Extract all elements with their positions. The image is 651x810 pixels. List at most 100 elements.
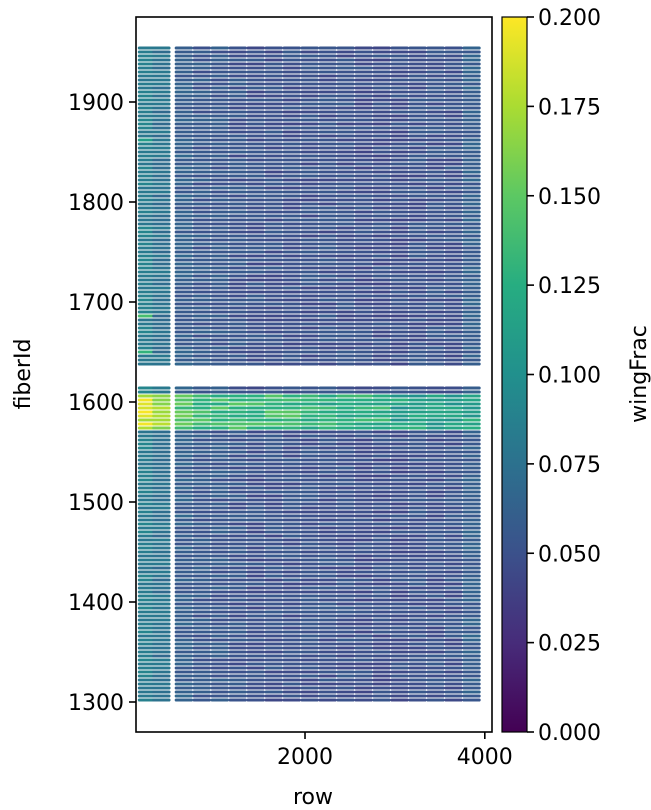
heatmap-cell <box>426 130 445 134</box>
heatmap-cell <box>137 222 157 226</box>
heatmap-cell <box>372 602 391 606</box>
heatmap-cell <box>192 134 212 138</box>
heatmap-cell <box>282 490 301 494</box>
heatmap-cell <box>318 458 337 462</box>
heatmap-cell <box>300 334 319 338</box>
heatmap-cell <box>192 362 212 366</box>
heatmap-cell <box>390 54 409 58</box>
heatmap-cell <box>390 266 409 270</box>
heatmap-cell <box>390 206 409 210</box>
heatmap-cell <box>228 210 247 214</box>
heatmap-cell <box>462 234 481 238</box>
heatmap-cell <box>336 406 355 410</box>
heatmap-cell <box>372 150 391 154</box>
heatmap-cell <box>426 198 445 202</box>
heatmap-cell <box>408 158 427 162</box>
heatmap-cell <box>336 322 355 326</box>
heatmap-cell <box>152 622 171 626</box>
heatmap-cell <box>426 358 445 362</box>
heatmap-cell <box>152 506 171 510</box>
heatmap-cell <box>354 654 373 658</box>
heatmap-cell <box>152 94 171 98</box>
heatmap-cell <box>264 502 283 506</box>
heatmap-cell <box>318 622 337 626</box>
heatmap-cell <box>282 614 301 618</box>
heatmap-cell <box>282 310 301 314</box>
heatmap-cell <box>282 618 301 622</box>
heatmap-cell <box>210 410 229 414</box>
heatmap-cell <box>372 698 391 702</box>
heatmap-cell <box>174 306 194 310</box>
heatmap-cell <box>408 626 427 630</box>
heatmap-cell <box>318 138 337 142</box>
heatmap-cell <box>300 686 319 690</box>
heatmap-cell <box>282 90 301 94</box>
heatmap-cell <box>354 198 373 202</box>
heatmap-cell <box>246 538 265 542</box>
heatmap-cell <box>426 166 445 170</box>
heatmap-cell <box>336 562 355 566</box>
heatmap-cell <box>390 462 409 466</box>
heatmap-cell <box>372 342 391 346</box>
heatmap-cell <box>192 62 212 66</box>
heatmap-cell <box>300 414 319 418</box>
heatmap-cell <box>354 674 373 678</box>
heatmap-cell <box>372 430 391 434</box>
heatmap-cell <box>462 638 481 642</box>
heatmap-cell <box>462 162 481 166</box>
heatmap-cell <box>174 238 194 242</box>
heatmap-cell <box>444 422 463 426</box>
heatmap-cell <box>444 658 463 662</box>
heatmap-cell <box>390 178 409 182</box>
heatmap-cell <box>336 146 355 150</box>
heatmap-cell <box>408 602 427 606</box>
heatmap-cell <box>174 394 194 398</box>
heatmap-cell <box>390 230 409 234</box>
heatmap-cell <box>228 186 247 190</box>
heatmap-cell <box>444 182 463 186</box>
heatmap-cell <box>462 618 481 622</box>
heatmap-cell <box>174 506 194 510</box>
heatmap-cell <box>210 130 229 134</box>
heatmap-cell <box>137 142 157 146</box>
heatmap-cell <box>300 622 319 626</box>
heatmap-cell <box>300 530 319 534</box>
heatmap-cell <box>336 474 355 478</box>
heatmap-cell <box>336 470 355 474</box>
heatmap-cell <box>372 478 391 482</box>
heatmap-cell <box>372 438 391 442</box>
heatmap-cell <box>444 478 463 482</box>
heatmap-cell <box>462 402 481 406</box>
heatmap-cell <box>174 314 194 318</box>
heatmap-cell <box>318 314 337 318</box>
heatmap-cell <box>137 162 157 166</box>
heatmap-cell <box>336 522 355 526</box>
heatmap-cell <box>246 306 265 310</box>
heatmap-cell <box>174 538 194 542</box>
heatmap-cell <box>264 274 283 278</box>
heatmap-cell <box>372 422 391 426</box>
heatmap-cell <box>137 134 157 138</box>
heatmap-cell <box>174 618 194 622</box>
heatmap-cell <box>426 590 445 594</box>
heatmap-cell <box>318 498 337 502</box>
heatmap-cell <box>408 346 427 350</box>
heatmap-cell <box>264 570 283 574</box>
heatmap-cell <box>300 502 319 506</box>
heatmap-cell <box>137 450 157 454</box>
heatmap-cell <box>318 274 337 278</box>
heatmap-cell <box>408 478 427 482</box>
heatmap-cell <box>264 478 283 482</box>
heatmap-cell <box>137 350 157 354</box>
heatmap-cell <box>336 50 355 54</box>
heatmap-cell <box>426 246 445 250</box>
heatmap-cell <box>228 170 247 174</box>
heatmap-cell <box>372 426 391 430</box>
heatmap-cell <box>282 78 301 82</box>
heatmap-cell <box>228 266 247 270</box>
heatmap-cell <box>210 134 229 138</box>
heatmap-cell <box>152 234 171 238</box>
heatmap-cell <box>390 494 409 498</box>
heatmap-cell <box>228 314 247 318</box>
heatmap-cell <box>282 318 301 322</box>
